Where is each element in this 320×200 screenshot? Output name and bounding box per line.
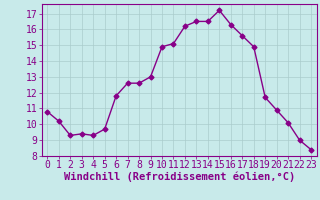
X-axis label: Windchill (Refroidissement éolien,°C): Windchill (Refroidissement éolien,°C) bbox=[64, 172, 295, 182]
